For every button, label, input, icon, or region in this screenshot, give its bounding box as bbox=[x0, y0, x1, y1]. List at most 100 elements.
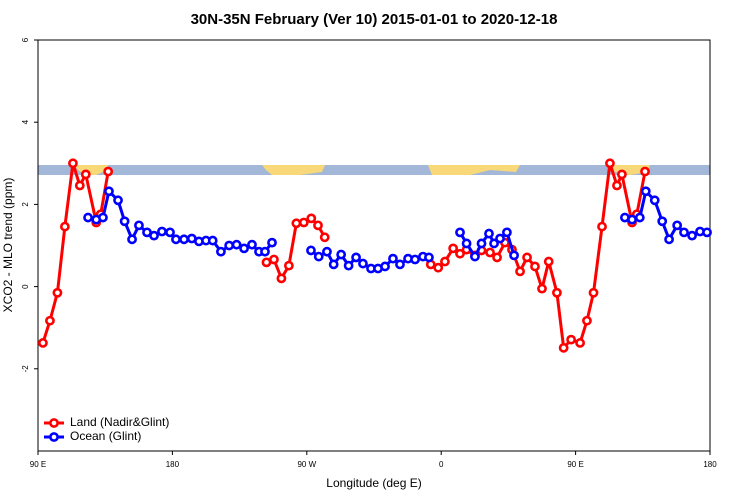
data-point bbox=[119, 216, 130, 227]
data-point bbox=[113, 195, 123, 206]
plot-frame bbox=[37, 39, 711, 452]
data-point bbox=[157, 226, 167, 237]
data-point bbox=[489, 238, 499, 249]
data-point bbox=[522, 252, 532, 263]
data-point bbox=[239, 243, 249, 254]
data-point bbox=[171, 234, 181, 245]
data-point bbox=[80, 169, 91, 180]
data-point bbox=[179, 234, 189, 245]
data-point bbox=[313, 220, 323, 231]
data-point bbox=[657, 216, 668, 227]
legend-swatch-marker bbox=[49, 418, 59, 428]
data-point bbox=[59, 221, 70, 232]
data-point bbox=[395, 259, 405, 270]
data-point bbox=[231, 239, 242, 250]
data-point bbox=[358, 258, 368, 269]
data-point bbox=[672, 220, 683, 231]
data-point bbox=[149, 230, 159, 241]
y-tick-label: -2 bbox=[21, 365, 30, 373]
data-point bbox=[410, 254, 420, 265]
data-point bbox=[306, 213, 317, 224]
data-point bbox=[283, 260, 294, 271]
data-point bbox=[649, 195, 660, 206]
data-point bbox=[575, 338, 585, 348]
data-point bbox=[319, 232, 330, 243]
x-tick-label: 180 bbox=[703, 460, 717, 469]
data-point bbox=[509, 250, 519, 261]
data-point bbox=[433, 262, 444, 273]
data-point bbox=[328, 259, 339, 270]
data-point bbox=[424, 252, 434, 263]
legend-label: Ocean (Glint) bbox=[70, 429, 141, 443]
data-point bbox=[543, 256, 554, 267]
data-point bbox=[495, 233, 505, 244]
data-point bbox=[247, 239, 257, 250]
y-tick-label: 0 bbox=[21, 284, 30, 289]
data-point bbox=[276, 273, 287, 284]
x-tick-label: 90 W bbox=[297, 460, 316, 469]
data-point bbox=[597, 221, 607, 232]
data-point bbox=[484, 228, 494, 239]
data-point bbox=[448, 243, 459, 254]
data-point bbox=[83, 212, 93, 223]
data-point bbox=[261, 257, 272, 268]
x-axis-label: Longitude (deg E) bbox=[326, 476, 421, 490]
data-point bbox=[313, 251, 324, 262]
data-point bbox=[582, 315, 592, 326]
data-point bbox=[470, 251, 480, 262]
data-point bbox=[269, 254, 279, 265]
y-tick-label: 4 bbox=[21, 119, 30, 124]
data-point bbox=[98, 212, 108, 223]
data-point bbox=[588, 287, 599, 298]
legend-label: Land (Nadir&Glint) bbox=[70, 415, 169, 429]
data-point bbox=[476, 238, 487, 249]
x-tick-label: 180 bbox=[166, 460, 180, 469]
data-point bbox=[515, 266, 525, 277]
x-tick-label: 90 E bbox=[30, 460, 46, 469]
data-point bbox=[664, 234, 674, 245]
data-point bbox=[558, 342, 569, 353]
data-point bbox=[38, 338, 48, 348]
data-point bbox=[679, 227, 689, 238]
data-point bbox=[455, 227, 465, 238]
data-point bbox=[640, 166, 650, 177]
data-point bbox=[336, 249, 347, 260]
x-tick-label: 90 E bbox=[567, 460, 583, 469]
data-point bbox=[127, 234, 137, 245]
chart-title: 30N-35N February (Ver 10) 2015-01-01 to … bbox=[191, 11, 558, 28]
y-tick-label: 2 bbox=[21, 202, 30, 207]
data-point bbox=[612, 180, 622, 191]
data-point bbox=[74, 180, 85, 191]
data-point bbox=[388, 253, 398, 264]
data-point bbox=[104, 186, 114, 197]
data-point bbox=[134, 220, 144, 231]
data-point bbox=[298, 217, 309, 228]
data-point bbox=[530, 261, 540, 272]
data-point bbox=[207, 235, 218, 246]
data-point bbox=[702, 227, 712, 238]
data-point bbox=[640, 186, 651, 197]
data-point bbox=[267, 237, 277, 248]
data-point bbox=[502, 227, 512, 238]
data-point bbox=[687, 230, 697, 241]
data-point bbox=[616, 169, 627, 180]
data-point bbox=[343, 260, 354, 271]
data-point bbox=[224, 240, 235, 251]
data-point bbox=[291, 218, 302, 229]
data-point bbox=[605, 158, 615, 169]
data-point bbox=[351, 252, 361, 263]
data-point bbox=[165, 227, 175, 238]
data-point bbox=[627, 214, 637, 225]
data-point bbox=[634, 212, 645, 223]
data-point bbox=[306, 245, 316, 256]
data-point bbox=[440, 256, 450, 267]
data-point bbox=[485, 247, 495, 258]
data-point bbox=[103, 166, 114, 177]
data-point bbox=[52, 287, 63, 298]
data-point bbox=[492, 252, 502, 263]
x-tick-label: 0 bbox=[439, 460, 444, 469]
data-point bbox=[552, 287, 562, 298]
data-point bbox=[322, 246, 332, 257]
y-axis-label: XCO2 - MLO trend (ppm) bbox=[1, 178, 15, 313]
